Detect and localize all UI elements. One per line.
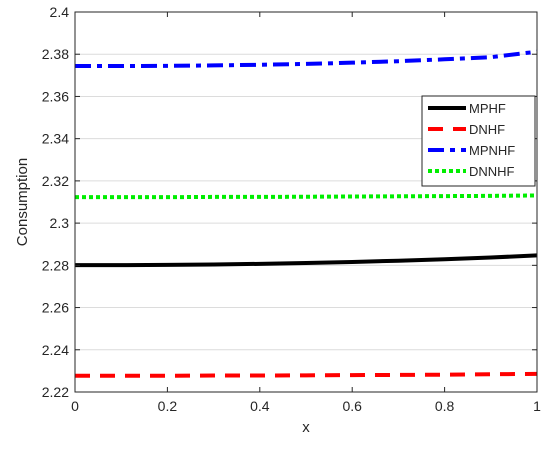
y-tick-label: 2.34 xyxy=(42,131,69,147)
legend-label-mphf: MPHF xyxy=(469,101,506,116)
x-tick-label: 0.8 xyxy=(435,398,455,414)
y-tick-label: 2.4 xyxy=(50,4,70,20)
y-tick-label: 2.24 xyxy=(42,342,69,358)
series-layer xyxy=(75,49,538,378)
legend: MPHF DNHF MPNHF DNNHF xyxy=(421,95,536,187)
y-axis-label: Consumption xyxy=(14,158,31,246)
series-line-dnnhf xyxy=(75,193,538,200)
x-tick-label: 0.2 xyxy=(158,398,178,414)
x-tick-label: 1 xyxy=(533,398,541,414)
x-axis-label: x xyxy=(302,419,310,436)
y-tick-label: 2.32 xyxy=(42,173,69,189)
plot-frame xyxy=(74,11,538,393)
series-line-mphf xyxy=(75,253,538,268)
series-line-mpnhf xyxy=(75,49,538,69)
y-tick-label: 2.36 xyxy=(42,88,69,104)
x-tick-label: 0 xyxy=(71,398,79,414)
x-tick-label: 0.4 xyxy=(250,398,270,414)
y-tick-label: 2.22 xyxy=(42,384,69,400)
y-tick-label: 2.26 xyxy=(42,300,69,316)
y-tick-label: 2.28 xyxy=(42,257,69,273)
grid-layer xyxy=(75,11,537,393)
legend-label-mpnhf: MPNHF xyxy=(469,143,515,158)
series-line-dnhf xyxy=(75,371,538,378)
legend-label-dnhf: DNHF xyxy=(469,122,505,137)
y-tick-label: 2.3 xyxy=(50,215,70,231)
legend-box xyxy=(421,95,536,187)
tick-layer: 2.22 2.24 2.26 2.28 2.3 2.32 2.34 2.36 2.38 2.4 0 0… xyxy=(42,4,541,414)
y-tick-label: 2.38 xyxy=(42,46,69,62)
legend-label-dnnhf: DNNHF xyxy=(469,164,515,179)
x-tick-label: 0.6 xyxy=(342,398,362,414)
